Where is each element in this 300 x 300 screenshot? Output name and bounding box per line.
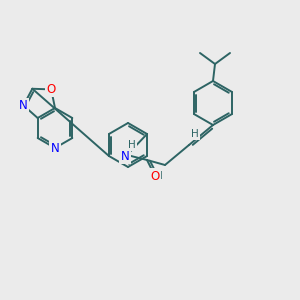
Text: H: H [155,171,163,181]
Text: O: O [46,83,56,96]
Text: H: H [128,140,136,150]
Text: H: H [191,129,199,139]
Text: N: N [19,99,28,112]
Text: N: N [121,149,129,163]
Text: O: O [150,169,160,182]
Text: N: N [51,142,59,154]
